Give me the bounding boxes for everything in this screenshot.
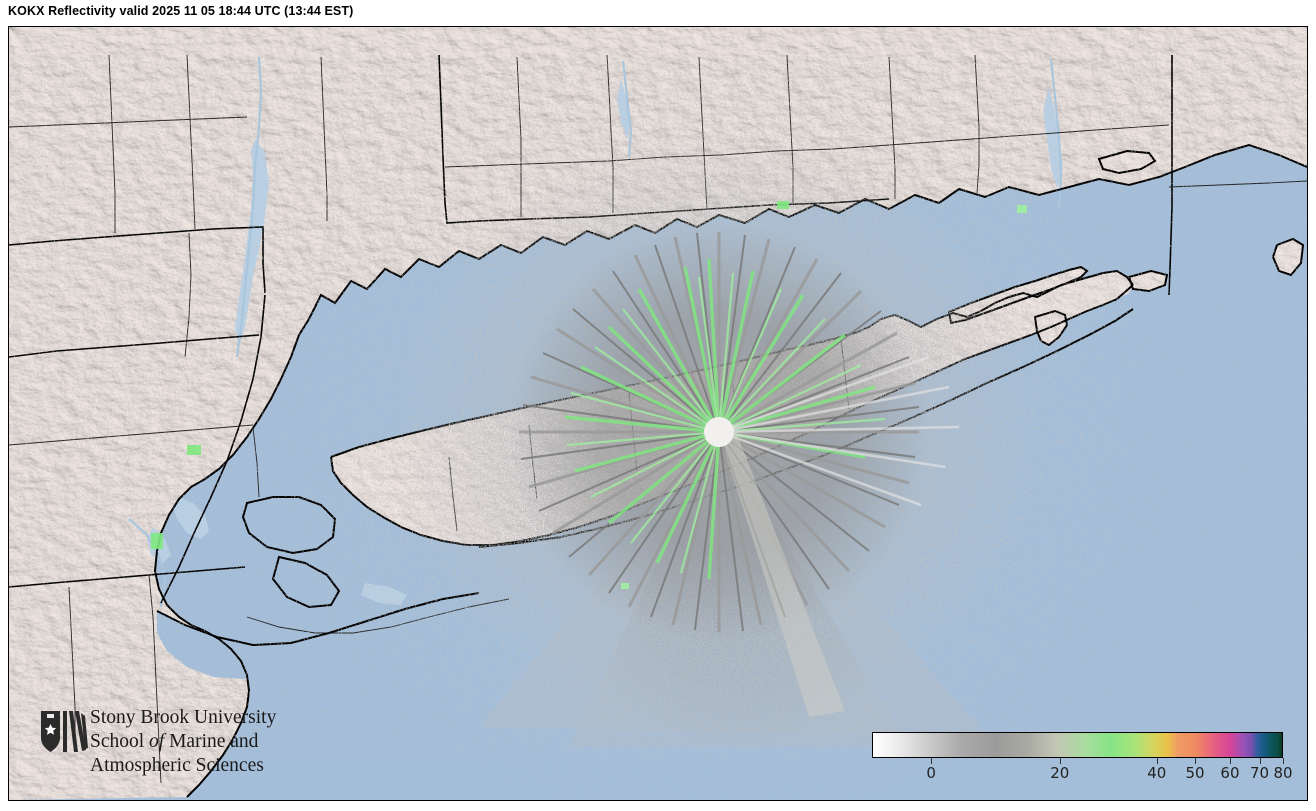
shield-star-icon [41,711,88,752]
logo-line-2: School of Marine and [90,730,320,754]
colorbar-gradient [872,732,1283,758]
logo-line-2-italic: of [149,730,165,752]
colorbar-tick-label: 80 [1273,764,1293,782]
colorbar-tick [1259,758,1261,764]
logo-line-2-post: Marine and [164,730,259,752]
colorbar-tick-label: 20 [1050,764,1070,782]
colorbar-tick-label: 70 [1250,764,1270,782]
colorbar-tick [1229,758,1231,764]
page-title: KOKX Reflectivity valid 2025 11 05 18:44… [8,4,354,18]
radar-site-marker [704,417,734,447]
radar-echo-layer [9,57,1307,800]
colorbar-ticks [872,758,1284,768]
radial-spokes [509,222,960,717]
colorbar-tick [1283,758,1284,764]
colorbar-tick [1195,758,1197,764]
echo-cells [9,57,1307,800]
green-patches [151,201,1027,589]
logo-text: Stony Brook University School of Marine … [90,706,320,777]
logo-line-2-pre: School [90,730,150,752]
colorbar-tick-label: 50 [1185,764,1205,782]
colorbar-labels: 0 20 40 50 60 70 80 [872,764,1292,786]
colorbar-tick-label: 0 [926,764,936,782]
colorbar-tick [1059,758,1061,764]
colorbar: 0 20 40 50 60 70 80 [864,726,1293,788]
logo-line-1: Stony Brook University [90,707,277,728]
map-frame[interactable] [8,26,1308,801]
colorbar-tick [931,758,933,764]
logo-line-3: Atmospheric Sciences [90,754,264,776]
colorbar-tick-label: 40 [1147,764,1167,782]
map-canvas[interactable] [9,27,1307,800]
institution-logo: Stony Brook University School of Marine … [38,706,308,788]
colorbar-tick-label: 60 [1220,764,1240,782]
colorbar-tick [1156,758,1158,764]
